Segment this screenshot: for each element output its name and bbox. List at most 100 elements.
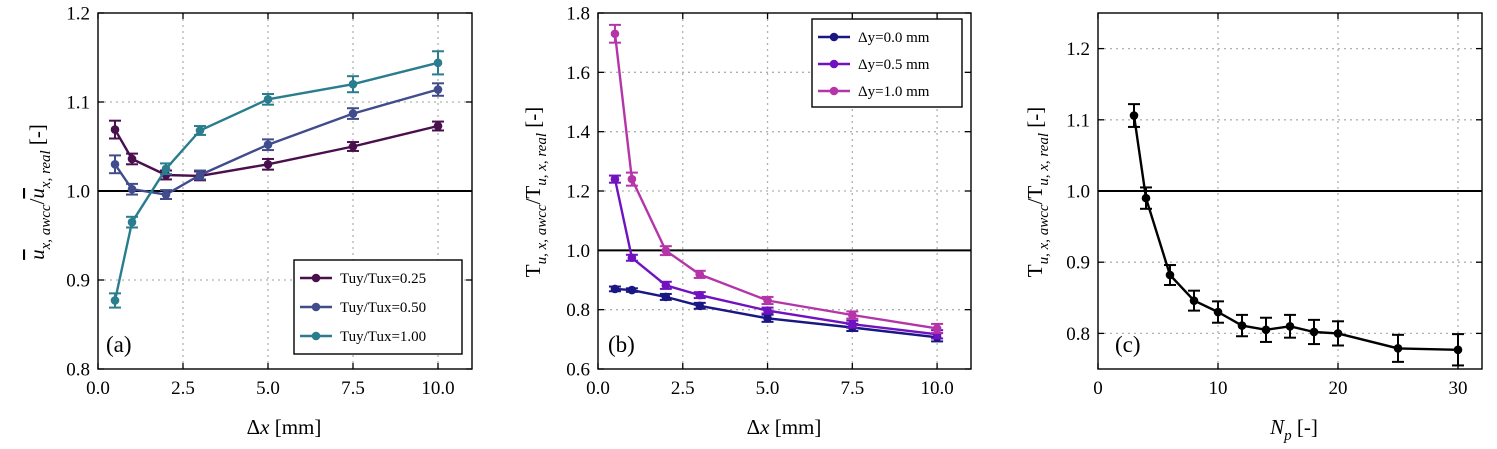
data-point [110,125,120,134]
panel-a-x-axis-label: Δx [mm] [247,415,322,439]
data-point [1393,344,1403,353]
data-point [1213,307,1223,317]
data-point [661,246,671,255]
data-point [161,164,171,174]
legend-swatch-marker [829,86,839,96]
panel-a-y-axis-label: ux, awcc/ux, real [-] [25,124,54,260]
data-point [348,142,358,151]
panel-b-series-2 [608,23,944,334]
panel-a: 0.0 2.5 5.0 7.5 10.0 0.8 0.9 1.0 1.1 1.2 (a) Δx [… [25,4,473,439]
legend-swatch-marker [311,302,321,312]
legend-swatch-marker [311,331,321,341]
data-point [932,324,942,333]
data-point [1333,329,1343,338]
data-point [763,313,772,323]
panel-c-label: (c) [1115,332,1141,357]
x-tick-label: 7.5 [840,378,864,399]
data-point [348,109,358,118]
data-point [1237,321,1247,330]
data-point [161,190,171,199]
data-point [127,217,137,227]
x-tick-label: 10 [1209,378,1228,399]
panel-b-x-axis-label: Δx [mm] [747,415,822,439]
data-point [848,319,857,329]
data-point [1141,193,1151,203]
y-tick-label: 1.6 [566,63,590,84]
panel-a-series-2 [109,50,444,309]
data-point [127,184,137,194]
x-tick-label: 5.0 [256,378,280,399]
data-point [661,281,671,290]
legend-entry-label: Tuy/Tux=1.00 [340,329,426,345]
data-point [610,29,620,39]
y-tick-label: 0.9 [66,271,90,292]
y-tick-label: 0.8 [566,300,590,321]
data-point [848,310,857,320]
data-point [1309,327,1319,337]
y-tick-label: 1.1 [1066,110,1090,131]
y-tick-label: 1.0 [566,241,590,262]
data-point [1189,296,1199,305]
legend-swatch-marker [829,32,839,42]
data-point [263,95,273,104]
data-point [127,154,137,164]
data-point [263,140,273,150]
panel-a-legend: Tuy/Tux=0.25 Tuy/Tux=0.50 Tuy/Tux=1.00 [293,259,463,355]
data-point [695,301,705,311]
y-tick-label: 1.0 [1066,182,1090,203]
panel-b-series-1 [608,174,944,340]
legend-entry-label: Tuy/Tux=0.50 [340,300,426,316]
series-line [613,178,938,336]
data-point [627,285,637,295]
data-point [195,170,205,180]
y-tick-label: 1.2 [1066,39,1090,60]
data-point [1453,345,1463,355]
x-tick-label: 7.5 [341,378,365,399]
data-point [610,174,620,184]
y-tick-label: 0.8 [1066,324,1090,345]
data-point [1261,325,1271,335]
data-point [627,174,637,184]
y-tick-label: 1.8 [566,4,590,25]
data-point [433,121,443,131]
panel-a-label: (a) [106,332,132,357]
panel-a-series-0 [109,119,444,182]
data-point [1129,111,1139,120]
data-point [627,253,637,263]
x-tick-label: 5.0 [756,378,780,399]
data-point [763,306,772,315]
data-point [661,292,671,302]
y-tick-label: 1.2 [66,4,90,25]
panel-c-x-axis-label: Np [-] [1269,415,1318,444]
data-point [263,160,273,169]
x-tick-label: 30 [1449,378,1468,399]
data-point [110,296,120,305]
series-line [1132,115,1459,351]
legend-swatch-marker [311,273,321,283]
y-tick-label: 1.4 [566,122,590,143]
x-tick-label: 2.5 [171,378,195,399]
x-tick-label: 10.0 [421,378,454,399]
y-tick-label: 0.6 [566,360,590,381]
data-point [110,160,120,169]
data-point [1165,270,1175,280]
panel-c: 0 10 20 30 0.8 0.9 1.0 1.1 1.2 (c) Np [-] Tu, x,… [1023,12,1483,444]
legend-entry-label: Δy=0.5 mm [858,57,930,73]
panel-c-y-axis-label: Tu, x, awcc/Tu, x, real [-] [1023,107,1052,277]
x-tick-label: 2.5 [671,378,695,399]
panel-b-y-axis-label: Tu, x, awcc/Tu, x, real [-] [521,107,550,277]
x-tick-label: 10.0 [920,378,953,399]
panel-a-series-1 [109,82,444,201]
data-point [348,79,358,89]
legend-swatch-marker [829,59,839,69]
y-tick-label: 1.0 [66,182,90,203]
x-tick-label: 20 [1329,378,1348,399]
y-tick-label: 1.2 [566,182,590,203]
data-point [195,126,205,135]
panel-b-legend: Δy=0.0 mm Δy=0.5 mm Δy=1.0 mm [811,18,963,108]
y-tick-label: 0.8 [66,360,90,381]
data-point [433,58,443,68]
panel-b-label: (b) [608,332,635,357]
legend-entry-label: Δy=0.0 mm [858,30,930,46]
